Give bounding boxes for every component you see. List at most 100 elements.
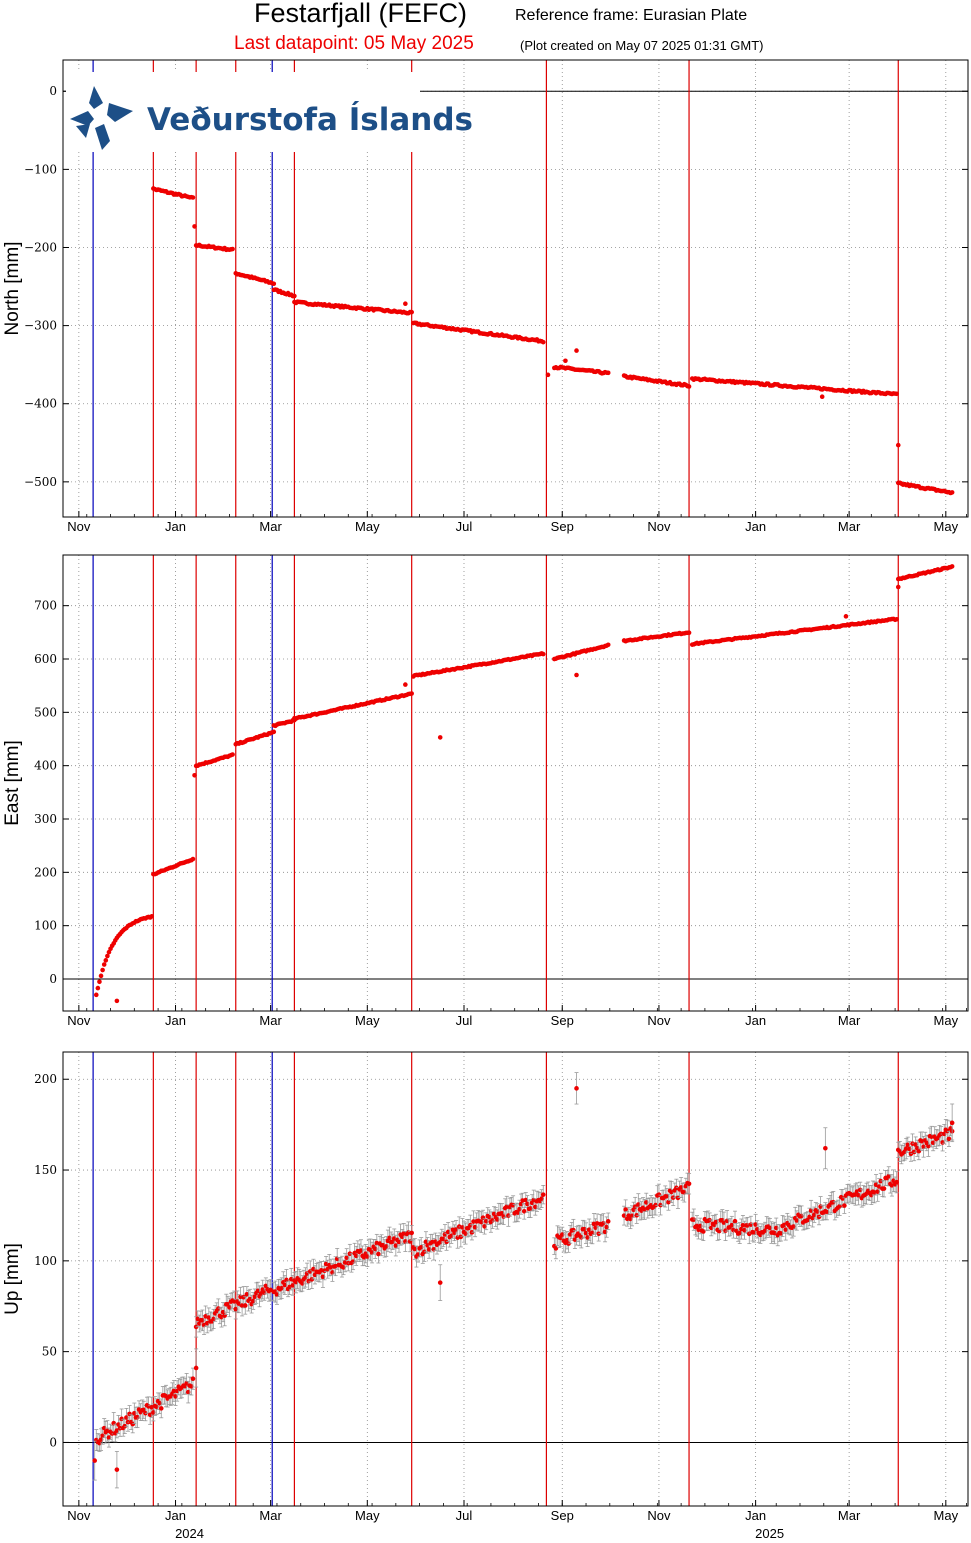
data-point [190, 856, 196, 862]
y-tick-label: 150 [34, 1163, 57, 1177]
y-tick-label: 300 [34, 812, 57, 826]
data-point [244, 1291, 250, 1297]
data-point [233, 1306, 239, 1312]
data-point [586, 1227, 592, 1233]
data-point [605, 1219, 611, 1224]
data-point [292, 293, 297, 299]
x-tick-label: Nov [647, 519, 671, 534]
y-tick-label: −300 [24, 319, 57, 333]
data-point [300, 1281, 305, 1286]
data-point [762, 1228, 768, 1233]
data-point [173, 1394, 178, 1399]
data-point [895, 442, 901, 448]
data-point [344, 1255, 350, 1261]
data-point [593, 1225, 598, 1230]
x-tick-label: Mar [838, 519, 861, 534]
panels-layer: Nov Jan Mar May Jul Sep Nov Jan Mar May 0 −100 −200 −… [2, 59, 969, 1541]
data-point [926, 1143, 931, 1149]
data-point [605, 642, 611, 648]
data-point [494, 1217, 500, 1222]
data-point [913, 1142, 918, 1147]
data-point [418, 1244, 424, 1250]
y-tick-label: 0 [49, 972, 57, 986]
y-tick-label: −100 [24, 162, 57, 176]
data-point [149, 914, 155, 919]
data-point [842, 1203, 847, 1208]
data-point [93, 992, 99, 998]
data-point [101, 1425, 107, 1431]
data-point [255, 1288, 261, 1294]
data-point [517, 1206, 522, 1212]
x-tick-label: May [355, 519, 380, 534]
data-point [843, 614, 849, 619]
plot-area [63, 1052, 968, 1506]
data-point [567, 1232, 573, 1237]
data-point [303, 1275, 308, 1280]
data-point [206, 1315, 212, 1320]
data-point [189, 1384, 194, 1389]
data-point [311, 1266, 316, 1272]
panel-up: Nov Jan Mar May Jul Sep Nov Jan Mar May 0 50 100 150 2… [2, 1051, 969, 1541]
data-point [824, 1209, 830, 1215]
data-point [441, 1236, 446, 1242]
data-point [686, 384, 692, 389]
x-tick-label: Nov [67, 1508, 91, 1523]
y-tick-label: 0 [49, 84, 57, 98]
data-point [157, 1400, 162, 1406]
data-point [415, 1252, 421, 1257]
data-point [930, 1140, 936, 1146]
data-point [946, 1136, 952, 1142]
data-point [216, 1306, 221, 1311]
data-point [487, 1214, 492, 1220]
data-point [190, 1376, 196, 1382]
data-point [190, 195, 196, 200]
reference-frame-label: Reference frame: Eurasian Plate [515, 7, 748, 24]
data-point [192, 224, 197, 229]
data-point [365, 1254, 370, 1259]
data-point [154, 1404, 159, 1410]
plot-created-label: (Plot created on May 07 2025 01:31 GMT) [520, 38, 764, 53]
data-point [574, 1086, 579, 1091]
data-point [666, 1199, 671, 1205]
data-point [729, 1222, 735, 1228]
x-tick-label: Mar [259, 519, 282, 534]
data-point [533, 1204, 538, 1210]
data-point [130, 1421, 136, 1427]
data-point [387, 1235, 392, 1241]
data-point [458, 1234, 464, 1240]
data-point [605, 370, 611, 376]
data-point [791, 1224, 796, 1229]
data-point [309, 1277, 315, 1282]
data-point [220, 1309, 226, 1315]
data-point [528, 1206, 533, 1211]
plot-area [63, 555, 968, 1011]
data-point [122, 1423, 128, 1429]
data-point [479, 1219, 484, 1225]
data-point [250, 1298, 256, 1304]
data-point [656, 1192, 662, 1198]
data-point [713, 1219, 719, 1225]
y-tick-label: 100 [34, 919, 57, 933]
data-point [840, 1196, 846, 1201]
data-point [409, 309, 414, 315]
data-point [566, 1241, 571, 1246]
data-point [767, 1225, 773, 1231]
data-point [574, 348, 579, 353]
data-point [453, 1227, 459, 1232]
data-point [751, 1230, 757, 1235]
plot-frame [62, 1051, 969, 1507]
data-point [412, 1246, 418, 1252]
data-point [686, 630, 692, 636]
data-point [941, 1131, 947, 1137]
x-tick-label: Jan [745, 519, 766, 534]
data-point [376, 1251, 381, 1257]
data-point [290, 1283, 296, 1288]
data-point [623, 1207, 628, 1212]
data-point [98, 973, 104, 979]
data-point [114, 1428, 120, 1433]
data-point [815, 1209, 820, 1214]
data-point [521, 1208, 527, 1214]
y-tick-label: 400 [34, 759, 57, 773]
data-point [449, 1233, 454, 1239]
data-point [147, 1412, 153, 1418]
